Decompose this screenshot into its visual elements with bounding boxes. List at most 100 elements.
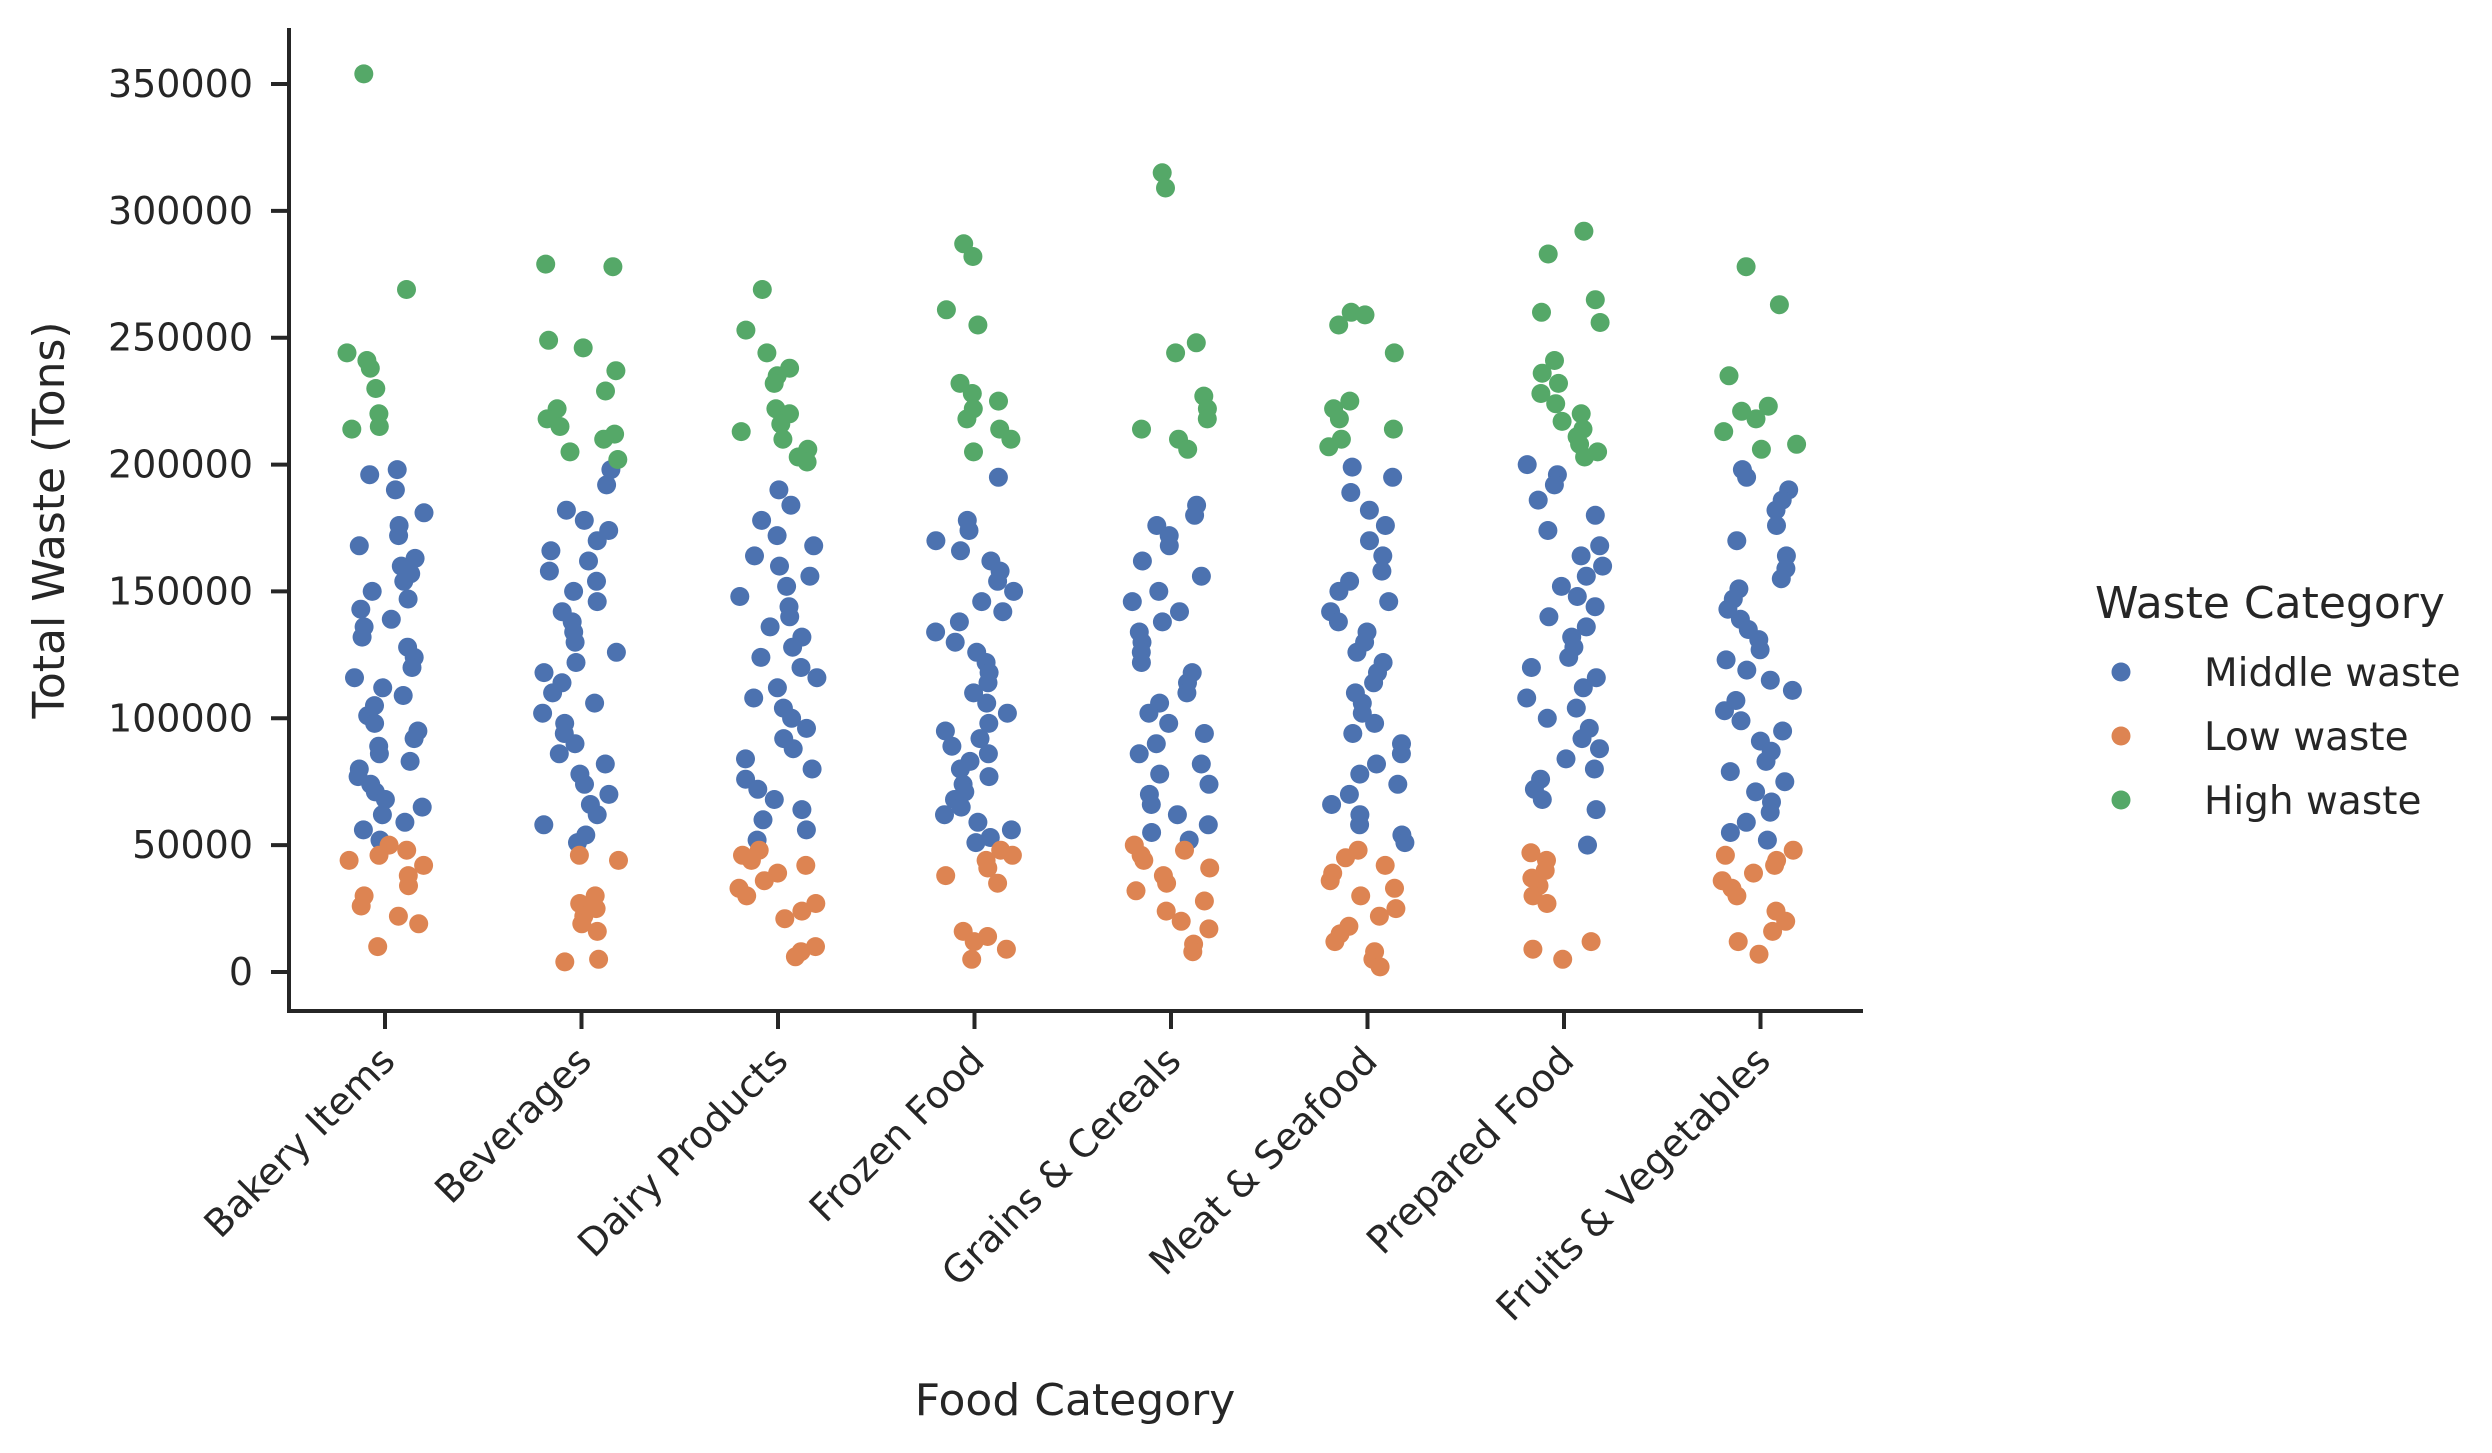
data-point-middle-waste [767, 526, 787, 546]
data-point-high-waste [1319, 437, 1339, 457]
data-point-middle-waste [1341, 483, 1361, 502]
data-point-low-waste [962, 949, 982, 969]
data-point-middle-waste [781, 495, 801, 515]
data-point-low-waste [1749, 944, 1769, 964]
data-point-middle-waste [945, 632, 965, 652]
data-point-low-waste [792, 901, 812, 921]
data-point-middle-waste [1750, 640, 1770, 660]
data-point-low-waste [1763, 921, 1783, 941]
data-point-middle-waste [807, 668, 827, 688]
data-point-middle-waste [1716, 650, 1736, 670]
x-tick-label: Bakery Items [196, 1038, 404, 1246]
data-point-middle-waste [1590, 536, 1610, 556]
data-point-middle-waste [730, 587, 750, 606]
data-point-low-waste [1375, 855, 1395, 875]
data-point-high-waste [573, 338, 593, 358]
data-point-middle-waste [797, 718, 816, 738]
data-point-middle-waste [1191, 754, 1211, 774]
data-point-middle-waste [769, 480, 789, 500]
data-point-middle-waste [574, 510, 594, 530]
legend-marker [2111, 790, 2131, 810]
data-point-high-waste [1166, 343, 1186, 363]
data-point-high-waste [1538, 244, 1558, 264]
data-point-middle-waste [606, 642, 626, 662]
data-point-middle-waste [802, 759, 822, 779]
data-point-low-waste [589, 949, 609, 969]
data-point-middle-waste [1576, 617, 1596, 637]
data-point-high-waste [731, 422, 751, 442]
data-point-high-waste [1186, 333, 1206, 353]
data-point-middle-waste [1342, 457, 1362, 477]
data-point-middle-waste [997, 703, 1017, 723]
data-point-middle-waste [942, 736, 962, 756]
data-point-middle-waste [970, 729, 990, 749]
data-point-middle-waste [1571, 546, 1591, 566]
data-point-middle-waste [1328, 612, 1348, 632]
data-point-middle-waste [566, 653, 586, 672]
data-point-middle-waste [564, 581, 584, 601]
data-point-middle-waste [402, 658, 422, 677]
y-tick-label: 100000 [108, 696, 253, 740]
data-point-middle-waste [1720, 762, 1740, 782]
data-point-middle-waste [1573, 678, 1593, 698]
data-point-high-waste [752, 280, 772, 299]
data-point-middle-waste [1538, 521, 1558, 540]
data-point-middle-waste [1170, 602, 1189, 622]
data-point-middle-waste [1760, 670, 1780, 690]
data-point-high-waste [1546, 394, 1566, 414]
data-point-middle-waste [780, 607, 800, 627]
legend-title: Waste Category [2095, 578, 2445, 629]
data-point-middle-waste [783, 637, 803, 657]
data-point-high-waste [1340, 391, 1360, 411]
data-point-high-waste [1545, 351, 1564, 370]
data-point-high-waste [1571, 404, 1591, 424]
data-point-middle-waste [412, 797, 432, 817]
data-point-middle-waste [978, 744, 998, 764]
data-point-middle-waste [1586, 800, 1606, 820]
data-point-middle-waste [389, 526, 409, 546]
data-point-middle-waste [1731, 711, 1751, 731]
data-point-high-waste [603, 257, 623, 277]
data-point-middle-waste [1167, 805, 1187, 825]
data-point-middle-waste [1388, 774, 1408, 794]
data-point-high-waste [594, 429, 614, 449]
data-point-middle-waste [1194, 724, 1214, 743]
data-point-high-waste [1531, 384, 1551, 403]
legend-entries: Middle waste Low waste High waste [2111, 651, 2461, 824]
data-point-middle-waste [595, 754, 615, 774]
data-point-high-waste [536, 254, 556, 274]
y-tick-label: 200000 [108, 443, 253, 487]
data-point-middle-waste [579, 551, 598, 571]
data-point-high-waste [1719, 366, 1739, 386]
data-point-high-waste [764, 373, 784, 393]
data-point-middle-waste [1567, 587, 1587, 606]
data-point-middle-waste [393, 686, 413, 705]
data-point-low-waste [1183, 942, 1203, 962]
x-tick-label: Prepared Food [1358, 1038, 1582, 1262]
data-point-low-waste [1156, 901, 1176, 921]
data-point-middle-waste [1782, 680, 1802, 700]
data-point-middle-waste [534, 663, 554, 683]
data-point-middle-waste [791, 658, 811, 677]
data-point-high-waste [608, 450, 628, 469]
data-point-middle-waste [1521, 658, 1541, 677]
data-point-middle-waste [1365, 713, 1385, 733]
data-point-middle-waste [1001, 820, 1021, 840]
data-point-high-waste [1585, 290, 1605, 310]
data-point-middle-waste [385, 480, 405, 500]
data-point-middle-waste [395, 812, 415, 832]
data-point-middle-waste [585, 693, 605, 713]
data-point-middle-waste [959, 521, 979, 540]
data-point-middle-waste [804, 536, 824, 556]
data-point-low-waste [1134, 850, 1154, 870]
data-point-middle-waste [575, 774, 594, 794]
data-point-low-waste [1765, 855, 1785, 875]
y-tick-label: 150000 [108, 569, 253, 613]
data-point-high-waste [773, 429, 793, 449]
data-point-middle-waste [1590, 739, 1609, 759]
data-point-middle-waste [1737, 660, 1757, 680]
data-point-low-waste [587, 921, 607, 941]
data-point-high-waste [1329, 315, 1349, 335]
